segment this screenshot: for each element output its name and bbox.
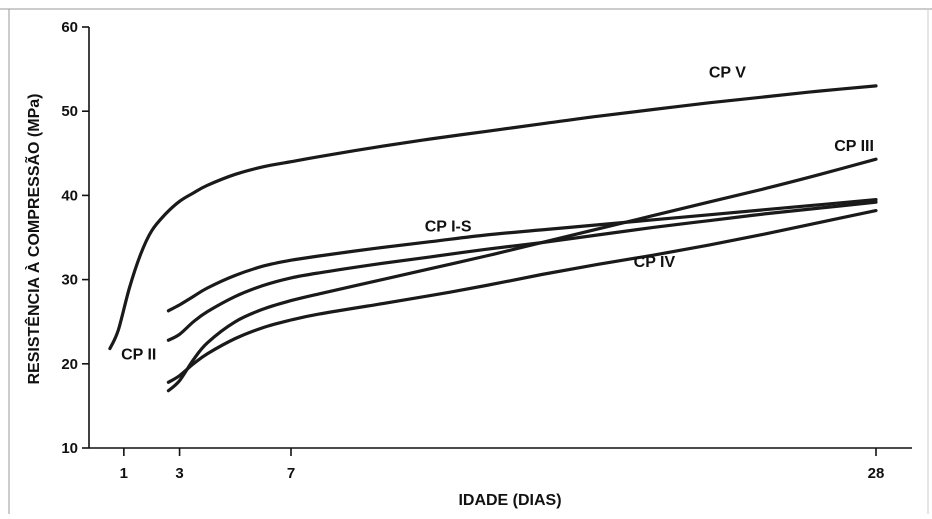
series-label-cp-ii: CP II bbox=[121, 347, 156, 364]
x-tick-label: 28 bbox=[868, 465, 885, 482]
series-line-cp-ii bbox=[166, 200, 878, 342]
y-tick-label: 40 bbox=[61, 187, 78, 204]
x-tick-label: 1 bbox=[120, 465, 128, 482]
x-tick-label: 7 bbox=[287, 465, 295, 482]
series-label-cp-v: CP V bbox=[709, 65, 746, 82]
series-line-cp-iv bbox=[166, 209, 878, 384]
y-tick-label: 10 bbox=[61, 440, 78, 457]
series-label-cp-iv: CP IV bbox=[634, 254, 676, 271]
y-tick-label: 20 bbox=[61, 356, 78, 373]
y-tick-label: 30 bbox=[61, 272, 78, 289]
series-curves bbox=[108, 84, 878, 393]
y-axis-title: RESISTÊNCIA À COMPRESSÃO (MPa) bbox=[23, 94, 43, 385]
series-label-cp-i-s: CP I-S bbox=[425, 219, 472, 236]
x-ticks: 1 3 7 28 bbox=[120, 448, 885, 482]
y-tick-label: 50 bbox=[61, 103, 78, 120]
axes bbox=[88, 27, 912, 449]
series-label-cp-iii: CP III bbox=[834, 138, 874, 155]
y-tick-label: 60 bbox=[61, 19, 78, 36]
series-line-cp-iii bbox=[166, 157, 878, 393]
series-line-cp-i-s bbox=[166, 198, 878, 313]
x-tick-label: 3 bbox=[175, 465, 183, 482]
series-line-cp-v bbox=[108, 84, 878, 351]
y-ticks: 10 20 30 40 50 60 bbox=[61, 19, 89, 457]
series-labels: CP V CP III CP I-S CP II CP IV bbox=[121, 65, 874, 364]
x-axis-title: IDADE (DIAS) bbox=[458, 492, 561, 509]
